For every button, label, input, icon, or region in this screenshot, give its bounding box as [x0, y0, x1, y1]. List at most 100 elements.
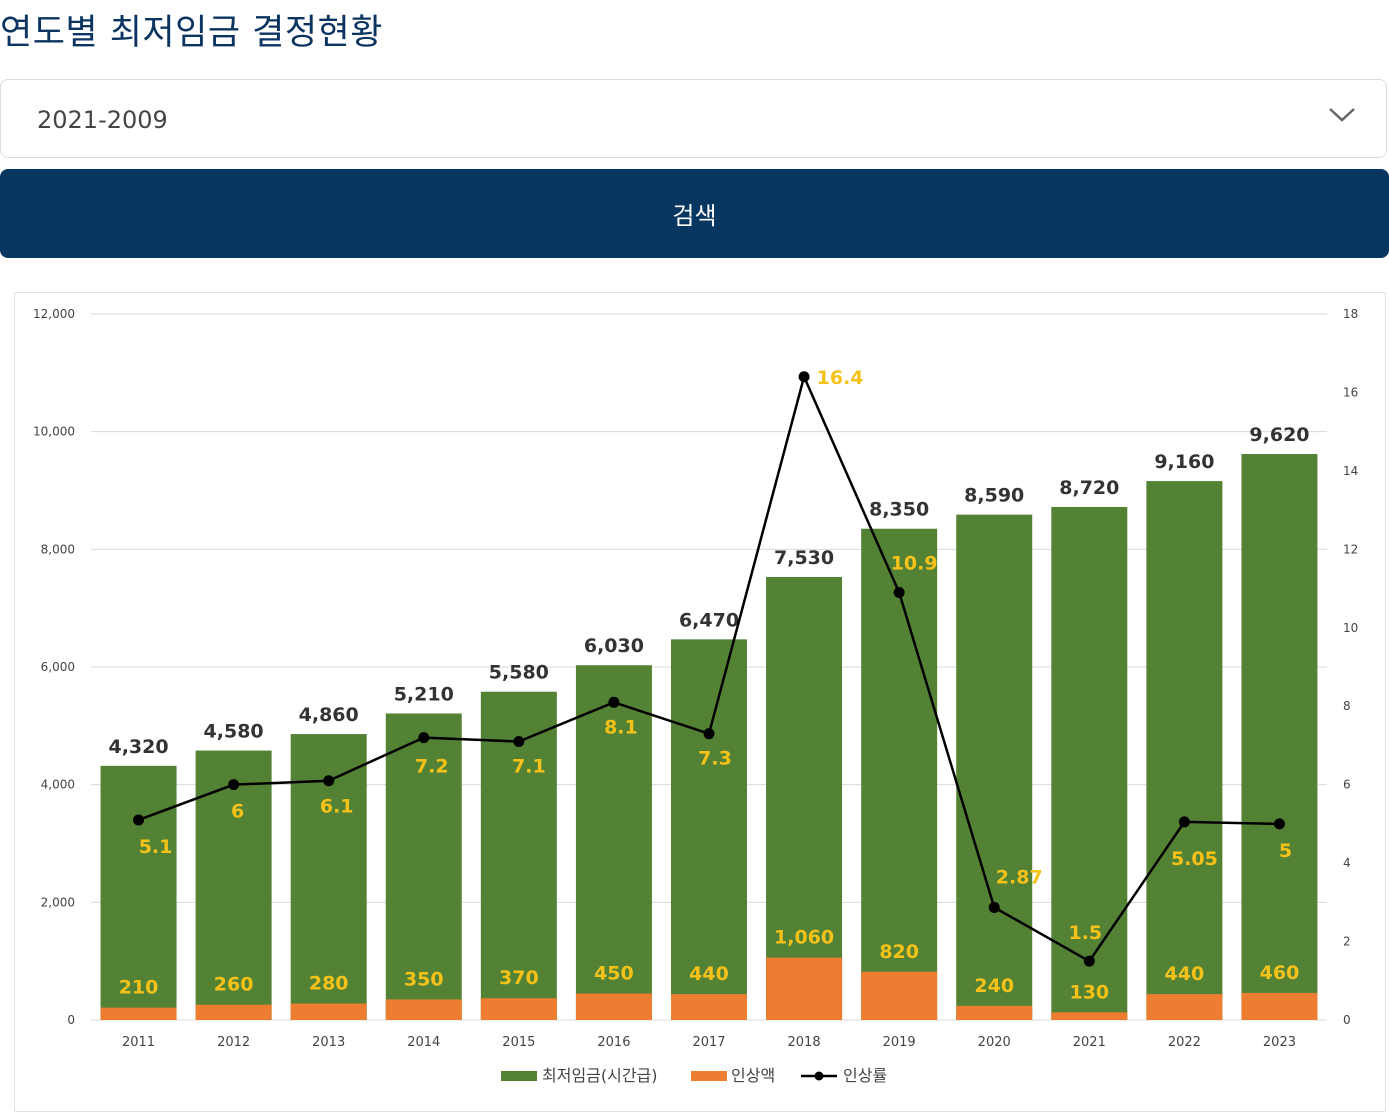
rate-data-label: 1.5 [1068, 922, 1102, 944]
rate-point [798, 371, 810, 383]
increase-data-label: 370 [499, 967, 539, 989]
minwage-data-label: 8,350 [869, 499, 929, 521]
increase-bar [385, 999, 462, 1020]
rate-point [1178, 816, 1190, 828]
increase-bar [766, 957, 843, 1020]
minwage-bar [1051, 506, 1128, 1020]
increase-data-label: 280 [309, 973, 349, 995]
increase-bar [861, 971, 938, 1020]
increase-data-label: 460 [1260, 962, 1300, 984]
y-left-tick: 8,000 [41, 542, 75, 556]
rate-point [513, 736, 525, 748]
increase-data-label: 210 [119, 977, 159, 999]
rate-data-label: 7.3 [698, 748, 732, 770]
y-right-tick: 4 [1343, 856, 1351, 870]
rate-point [323, 775, 335, 787]
minwage-data-label: 7,530 [774, 547, 834, 569]
minwage-bar [575, 665, 652, 1020]
x-tick-label: 2014 [407, 1035, 440, 1050]
y-right-tick: 12 [1343, 542, 1358, 556]
y-right-tick: 14 [1343, 464, 1358, 478]
rate-point [133, 814, 145, 826]
y-left-tick: 4,000 [41, 778, 75, 792]
minwage-bar [385, 713, 462, 1020]
minwage-data-label: 8,720 [1059, 477, 1119, 499]
minwage-bar [100, 765, 177, 1020]
min-wage-chart: 0 2,000 4,000 6,000 8,000 10,000 12,000 0 2 4 6 8 10… [14, 292, 1386, 1112]
year-range-value: 2021-2009 [37, 106, 168, 134]
x-tick-label: 2019 [883, 1035, 916, 1050]
minwage-data-label: 4,320 [108, 736, 168, 758]
increase-data-label: 130 [1069, 981, 1109, 1003]
x-tick-label: 2022 [1168, 1035, 1201, 1050]
legend-label-rate: 인상률 [843, 1066, 887, 1085]
rate-data-label: 5.05 [1171, 848, 1218, 870]
increase-bar [1051, 1012, 1128, 1020]
rate-data-label: 8.1 [604, 716, 638, 738]
rate-point [418, 732, 430, 744]
increase-data-label: 240 [974, 975, 1014, 997]
legend-swatch-minwage [501, 1071, 537, 1081]
increase-data-label: 260 [214, 974, 254, 996]
x-tick-label: 2023 [1263, 1035, 1296, 1050]
minwage-bar [195, 750, 272, 1020]
y-left-tick: 12,000 [33, 307, 75, 321]
x-tick-label: 2012 [217, 1035, 250, 1050]
y-left-tick: 0 [67, 1013, 75, 1027]
minwage-data-label: 6,470 [679, 609, 739, 631]
x-tick-label: 2015 [502, 1035, 535, 1050]
rate-data-label: 6 [231, 801, 244, 823]
minwage-bar [1241, 454, 1318, 1020]
increase-data-label: 820 [879, 941, 919, 963]
increase-bar [290, 1003, 367, 1020]
rate-point [893, 586, 905, 598]
year-range-select[interactable]: 2021-2009 [0, 79, 1387, 158]
increase-data-label: 1,060 [774, 927, 834, 949]
minwage-data-label: 4,580 [204, 721, 264, 743]
increase-data-label: 350 [404, 968, 444, 990]
increase-bar [195, 1004, 272, 1020]
y-right-tick: 18 [1343, 307, 1358, 321]
legend-label-increase: 인상액 [731, 1066, 775, 1085]
minwage-data-label: 9,620 [1249, 424, 1309, 446]
y-right-tick: 16 [1343, 385, 1358, 399]
rate-data-label: 6.1 [320, 796, 354, 818]
increase-bar [1241, 992, 1318, 1020]
rate-data-label: 5.1 [139, 836, 173, 858]
minwage-data-label: 9,160 [1154, 451, 1214, 473]
minwage-data-label: 5,580 [489, 662, 549, 684]
chevron-down-icon [1329, 108, 1355, 122]
rate-point [228, 779, 240, 791]
rate-data-label: 2.87 [996, 866, 1043, 888]
legend-swatch-increase [691, 1071, 727, 1081]
minwage-data-label: 4,860 [299, 704, 359, 726]
legend-swatch-rate-marker [814, 1071, 824, 1081]
minwage-data-label: 8,590 [964, 485, 1024, 507]
rate-data-label: 7.2 [415, 756, 449, 778]
increase-bar [671, 994, 747, 1020]
y-right-tick: 8 [1343, 699, 1351, 713]
increase-data-label: 440 [1165, 963, 1205, 985]
increase-bar [575, 993, 652, 1020]
y-left-tick: 2,000 [41, 895, 75, 909]
minwage-bar [956, 514, 1033, 1020]
rate-point [1273, 818, 1285, 830]
x-tick-label: 2018 [788, 1035, 821, 1050]
rate-point [1083, 955, 1095, 967]
increase-bar [480, 998, 557, 1020]
x-tick-label: 2016 [597, 1035, 630, 1050]
increase-bar [1146, 994, 1223, 1020]
rate-point [988, 901, 1000, 913]
minwage-bar [766, 576, 843, 1020]
y-right-tick: 10 [1343, 621, 1358, 635]
increase-data-label: 450 [594, 963, 634, 985]
search-button[interactable]: 검색 [0, 169, 1389, 258]
x-tick-label: 2017 [692, 1035, 725, 1050]
rate-data-label: 7.1 [512, 756, 546, 778]
minwage-data-label: 5,210 [394, 683, 454, 705]
increase-data-label: 440 [689, 963, 729, 985]
y-left-tick: 6,000 [41, 660, 75, 674]
minwage-data-label: 6,030 [584, 635, 644, 657]
minwage-bar [1146, 481, 1223, 1020]
minwage-bar [671, 639, 747, 1020]
